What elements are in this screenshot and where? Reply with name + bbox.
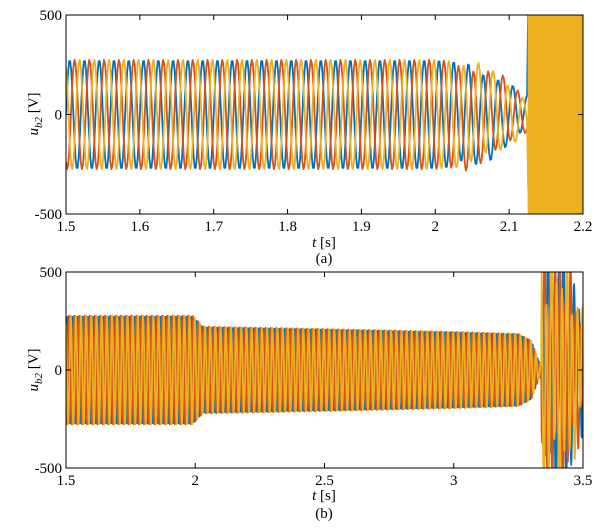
x-tick-label: 3.5 bbox=[574, 473, 593, 489]
x-axis-label-a: t [s] bbox=[312, 235, 336, 251]
caption-a: (a) bbox=[316, 251, 333, 267]
series-line-phase-1 bbox=[66, 15, 583, 214]
x-tick-label: 2 bbox=[192, 473, 200, 489]
x-tick-label: 2.1 bbox=[500, 219, 519, 235]
y-tick-label: 500 bbox=[40, 8, 63, 24]
series-line-phase-3 bbox=[66, 272, 583, 468]
y-tick-label: -500 bbox=[35, 461, 63, 477]
x-axis-label-b: t [s] bbox=[312, 488, 336, 504]
x-ticks-b: 1.5 2 2.5 3 3.5 bbox=[57, 272, 593, 489]
x-tick-label: 1.8 bbox=[278, 219, 297, 235]
x-tick-label: 2 bbox=[432, 219, 440, 235]
y-tick-label: -500 bbox=[35, 207, 63, 223]
series-line-phase-3 bbox=[66, 15, 583, 214]
y-tick-label: 0 bbox=[55, 363, 63, 379]
caption-b: (b) bbox=[315, 506, 333, 522]
x-tick-label: 1.5 bbox=[57, 219, 76, 235]
y-ticks-a: 500 0 -500 bbox=[35, 8, 583, 223]
plot-area-b bbox=[66, 272, 583, 468]
x-tick-label: 1.5 bbox=[57, 473, 76, 489]
chart-panel-b: 1.5 2 2.5 3 3.5 500 0 -500 ub2 [V] t [s] (b) bbox=[26, 265, 593, 522]
y-tick-label: 0 bbox=[55, 108, 63, 124]
x-tick-label: 1.7 bbox=[204, 219, 223, 235]
x-tick-label: 2.2 bbox=[574, 219, 593, 235]
y-ticks-b: 500 0 -500 bbox=[35, 265, 583, 477]
x-tick-label: 3 bbox=[450, 473, 458, 489]
y-tick-label: 500 bbox=[40, 265, 63, 281]
x-tick-label: 1.9 bbox=[352, 219, 371, 235]
series-line-phase-2 bbox=[66, 15, 583, 214]
plot-area-a bbox=[66, 15, 583, 214]
x-tick-label: 1.6 bbox=[130, 219, 149, 235]
y-axis-label-b: ub2 [V] bbox=[26, 348, 45, 391]
x-ticks-a: 1.5 1.6 1.7 1.8 1.9 2 2.1 2.2 bbox=[57, 15, 593, 235]
blowup-region bbox=[527, 15, 583, 214]
x-tick-label: 2.5 bbox=[315, 473, 334, 489]
y-axis-label-a: ub2 [V] bbox=[26, 92, 45, 135]
